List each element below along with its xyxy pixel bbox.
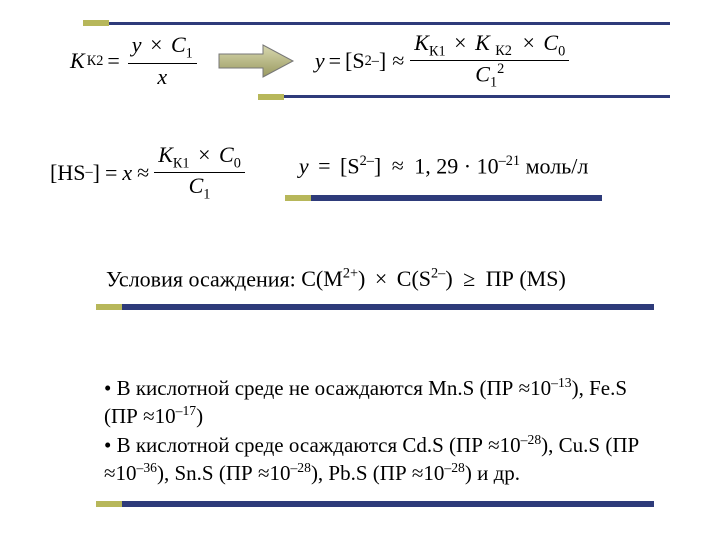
b2cs: –28	[290, 460, 310, 475]
c0: C	[543, 30, 558, 55]
sym-y: y	[132, 32, 142, 57]
sym-eq2: =	[329, 48, 341, 74]
c1ds: 1	[490, 75, 497, 91]
b1c: )	[196, 404, 203, 428]
hs-eq: =	[105, 160, 117, 186]
precipitation-condition: Условия осаждения: С(M2+) × С(S2–) ≥ ПР …	[96, 260, 654, 310]
b1a: • В кислотной среде не осаждаются Mn.S (…	[104, 376, 551, 400]
d-c1s: 1	[203, 187, 210, 203]
yv-ss: 2–	[360, 153, 374, 169]
yv-ap: ≈	[392, 153, 404, 178]
yv-eq: =	[318, 153, 330, 178]
k2: K	[475, 30, 490, 55]
n-k1: K	[158, 142, 173, 167]
sym-s-open: [S	[345, 48, 365, 74]
yv-vs: –21	[499, 153, 520, 169]
cond-label: Условия осаждения:	[106, 266, 301, 291]
cond-geq: ≥	[463, 266, 475, 291]
n-c0s: 0	[234, 155, 241, 171]
sym-C: C	[171, 32, 186, 57]
k1: K	[414, 30, 429, 55]
cond-times: ×	[375, 266, 387, 291]
c0s: 0	[558, 43, 565, 59]
b2ds: –28	[444, 460, 464, 475]
eq-kk2: K К2 = y × C1 x	[70, 32, 197, 89]
cond-c1: С(M	[301, 266, 343, 291]
eq-hs: [HS–] = x ≈ KК1 × C0 C1	[50, 142, 245, 204]
frac-kk-c0: KК1 × K К2 × C0 C12	[410, 30, 569, 92]
cond-pr: ПР (MS)	[486, 266, 566, 291]
hs-close: ]	[93, 160, 100, 186]
t1: ×	[454, 30, 466, 55]
top-rule	[83, 20, 670, 26]
hs-sup: –	[85, 164, 92, 181]
b2c: ), Sn.S (ПР ≈10	[157, 461, 290, 485]
bullet-2: • В кислотной среде осаждаются Cd.S (ПР …	[104, 431, 646, 488]
sym-K: K	[70, 48, 85, 74]
b2a: • В кислотной среде осаждаются Cd.S (ПР …	[104, 433, 521, 457]
b1bs: –17	[176, 403, 196, 418]
k1s: К1	[429, 43, 446, 59]
cond-c1s: 2+	[343, 266, 358, 282]
sym-y2: y	[315, 48, 325, 74]
b1as: –13	[551, 375, 571, 390]
yv-y: y	[299, 153, 309, 178]
frac-kk1c0-c1: KК1 × C0 C1	[154, 142, 245, 204]
sym-eq: =	[107, 48, 119, 74]
arrow-icon	[215, 41, 297, 81]
b2as: –28	[521, 432, 541, 447]
bullet-list: • В кислотной среде не осаждаются Mn.S (…	[96, 370, 654, 507]
bullet-1: • В кислотной среде не осаждаются Mn.S (…	[104, 374, 646, 431]
sym-s-close: ]	[379, 48, 386, 74]
mid-rule-accent	[258, 94, 284, 100]
mid-rule	[258, 95, 670, 98]
cond-c2s: 2–	[431, 266, 445, 282]
yv-sc: ]	[374, 153, 381, 178]
hs-open: [HS	[50, 160, 85, 186]
mid-rule-line	[284, 95, 670, 98]
sub-k2: К2	[87, 53, 104, 70]
n-t: ×	[198, 142, 210, 167]
b2d: ), Pb.S (ПР ≈10	[311, 461, 444, 485]
frac-yc1-x: y × C1 x	[128, 32, 197, 89]
hs-x: x	[122, 160, 132, 186]
b2e: ) и др.	[465, 461, 520, 485]
cond-c2: С(S	[397, 266, 431, 291]
d-c1: C	[189, 173, 204, 198]
n-c0: C	[219, 142, 234, 167]
hs-approx: ≈	[137, 160, 149, 186]
cond-c1c: )	[358, 266, 365, 291]
top-rule-accent	[83, 20, 109, 26]
k2s: К2	[495, 43, 512, 59]
sub-1: 1	[186, 46, 193, 62]
eq-y-value: y = [S2–] ≈ 1, 29 · 10–21 моль/л	[285, 145, 602, 201]
yv-unit: моль/л	[526, 153, 589, 178]
equation-row-2: [HS–] = x ≈ KК1 × C0 C1 y = [S2–] ≈ 1, 2…	[50, 142, 670, 204]
yv-val: 1, 29 · 10	[414, 153, 498, 178]
top-rule-line	[109, 22, 670, 25]
sym-times: ×	[150, 32, 162, 57]
b2bs: –36	[137, 460, 157, 475]
t2: ×	[522, 30, 534, 55]
sym-approx: ≈	[392, 48, 404, 74]
c1dp: 2	[497, 61, 504, 77]
equation-row-1: K К2 = y × C1 x y = [S2–] ≈	[70, 30, 670, 92]
yv-s: [S	[340, 153, 360, 178]
c1d: C	[475, 62, 490, 87]
eq-y-s2: y = [S2–] ≈ KК1 × K К2 × C0 C12	[315, 30, 569, 92]
sym-x: x	[153, 64, 171, 90]
sup-2minus: 2–	[365, 53, 379, 70]
cond-c2c: )	[445, 266, 452, 291]
n-k1s: К1	[173, 155, 190, 171]
